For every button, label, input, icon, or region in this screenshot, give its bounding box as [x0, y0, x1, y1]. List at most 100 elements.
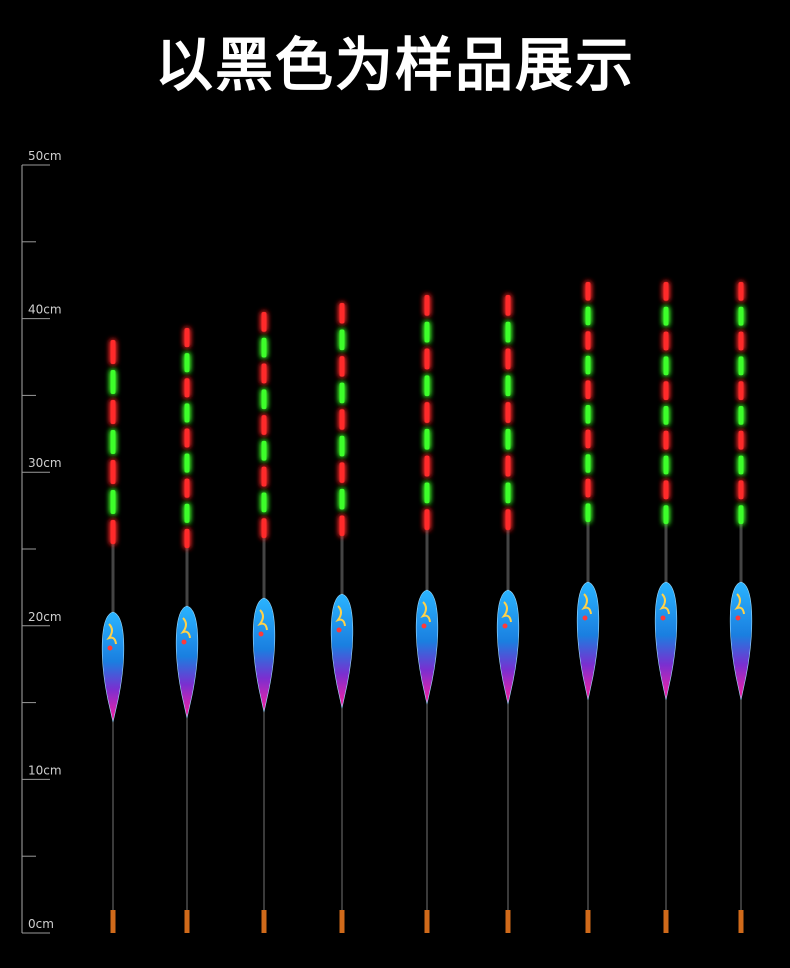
float-light-red	[184, 478, 190, 498]
ruler-tick-label: 30cm	[28, 456, 62, 470]
float-light-red	[585, 380, 591, 399]
float-light-red	[424, 402, 430, 423]
float-light-green	[261, 389, 267, 410]
float-body-decoration	[659, 593, 670, 615]
float-light-red	[110, 520, 116, 544]
float-light-red	[424, 295, 430, 316]
float-light-green	[339, 329, 345, 351]
float-light-green	[663, 505, 669, 524]
float-light-red	[424, 348, 430, 370]
float-light-green	[261, 337, 267, 358]
float-light-red	[424, 509, 430, 530]
float-light-red	[585, 429, 591, 449]
float-tail-tip	[663, 910, 669, 933]
float-light-red	[738, 480, 744, 500]
float-light-green	[184, 353, 190, 373]
float-body-dot	[107, 645, 113, 651]
float-body-dot	[421, 623, 427, 629]
float-light-green	[339, 382, 345, 404]
float-light-green	[110, 370, 116, 394]
ruler-tick-label: 20cm	[28, 610, 62, 624]
float-light-green	[738, 406, 744, 425]
float	[576, 282, 600, 933]
float-tail-tip	[339, 910, 345, 933]
float-tail-tip	[184, 910, 190, 933]
float-body	[252, 597, 276, 713]
float-light-green	[505, 428, 511, 450]
float-body-decoration	[335, 605, 346, 627]
float-light-green	[663, 455, 669, 475]
float-body-decoration	[581, 593, 592, 615]
float-light-red	[339, 515, 345, 536]
float-light-red	[505, 455, 511, 477]
float-light-red	[184, 378, 190, 398]
float-light-red	[738, 331, 744, 351]
float-light-red	[184, 428, 190, 448]
float-light-red	[585, 282, 591, 301]
float-light-red	[738, 282, 744, 301]
float-light-green	[505, 375, 511, 397]
float-light-red	[663, 331, 669, 351]
float-light-green	[738, 455, 744, 475]
float-tail-tip	[585, 910, 591, 933]
float-light-red	[663, 381, 669, 400]
float-light-green	[424, 321, 430, 343]
float-light-green	[663, 306, 669, 326]
float-light-red	[184, 328, 190, 348]
float-body	[175, 605, 199, 719]
float-body-dot	[582, 615, 588, 621]
float-light-red	[261, 466, 267, 487]
float-light-red	[339, 409, 345, 430]
float-tail-tip	[261, 910, 267, 933]
float-light-green	[424, 428, 430, 450]
float-light-green	[339, 488, 345, 510]
float-light-green	[738, 356, 744, 376]
float-light-red	[339, 356, 345, 377]
float-light-red	[339, 303, 345, 324]
float-light-red	[261, 312, 267, 332]
float-light-red	[663, 282, 669, 301]
float-body-decoration	[420, 601, 431, 623]
float-body-decoration	[180, 617, 191, 639]
float-body-dot	[660, 615, 666, 621]
float-light-red	[110, 460, 116, 484]
float-body-dot	[181, 639, 187, 645]
float	[330, 303, 354, 933]
float-light-green	[184, 453, 190, 473]
float-light-green	[505, 482, 511, 504]
ruler: 0cm 10cm 20cm 30cm 40cm 50cm	[21, 149, 62, 934]
float-tail-tip	[424, 910, 430, 933]
float-light-green	[424, 482, 430, 504]
float-light-green	[585, 503, 591, 522]
float-light-green	[738, 306, 744, 326]
float-tail-tip	[738, 910, 744, 933]
float-group	[101, 282, 753, 933]
float	[252, 312, 276, 933]
ruler-tick-label: 40cm	[28, 303, 62, 317]
float-light-red	[110, 400, 116, 424]
float-body-decoration	[734, 593, 745, 615]
float-body-dot	[336, 627, 342, 633]
float	[101, 340, 125, 933]
float-body-decoration	[501, 601, 512, 623]
ruler-tick-label: 0cm	[28, 917, 54, 931]
float-light-green	[110, 430, 116, 454]
float-light-red	[339, 462, 345, 483]
float-light-green	[663, 406, 669, 425]
float	[654, 282, 678, 933]
float-light-green	[585, 405, 591, 424]
float-body-decoration	[106, 623, 117, 645]
float-body	[729, 581, 753, 701]
float-body	[101, 611, 125, 723]
float-light-red	[585, 331, 591, 350]
float-light-red	[110, 340, 116, 364]
float-light-green	[585, 454, 591, 473]
float-light-green	[505, 321, 511, 343]
float-tail-tip	[110, 910, 116, 933]
float-body	[415, 589, 439, 705]
float-body-dot	[258, 631, 264, 637]
float-light-green	[184, 403, 190, 423]
ruler-tick-label: 10cm	[28, 763, 62, 777]
float-light-red	[585, 478, 591, 498]
